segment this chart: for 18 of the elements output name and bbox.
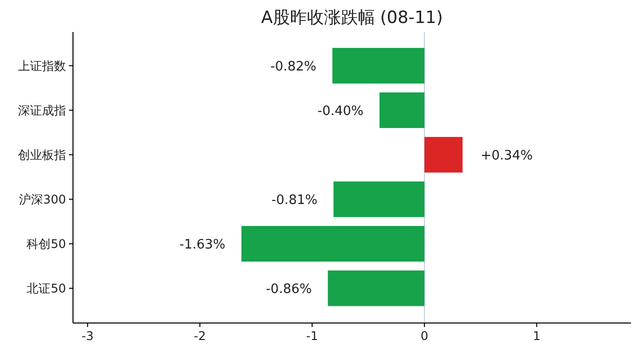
y-tick-label: 上证指数 — [18, 58, 66, 73]
x-tick-label: 1 — [532, 329, 541, 343]
chart-title: A股昨收涨跌幅 (08-11) — [261, 8, 443, 28]
x-tick-label: -1 — [306, 329, 318, 343]
data-label: -0.81% — [271, 192, 318, 208]
x-tick-label: -2 — [194, 329, 206, 343]
y-tick-label: 北证50 — [26, 281, 66, 296]
data-label: -0.86% — [266, 282, 312, 297]
data-label: +0.34% — [480, 148, 533, 164]
x-tick-label: -3 — [82, 329, 94, 343]
y-tick-label: 深证成指 — [18, 103, 66, 118]
data-label: -1.63% — [179, 237, 226, 252]
y-tick-label: 科创50 — [26, 236, 66, 251]
y-tick-label: 沪深300 — [19, 192, 66, 206]
data-label: -0.82% — [270, 59, 316, 74]
y-tick-label: 创业板指 — [18, 148, 66, 162]
x-tick-label: 0 — [420, 329, 428, 343]
data-label: -0.40% — [318, 104, 364, 119]
